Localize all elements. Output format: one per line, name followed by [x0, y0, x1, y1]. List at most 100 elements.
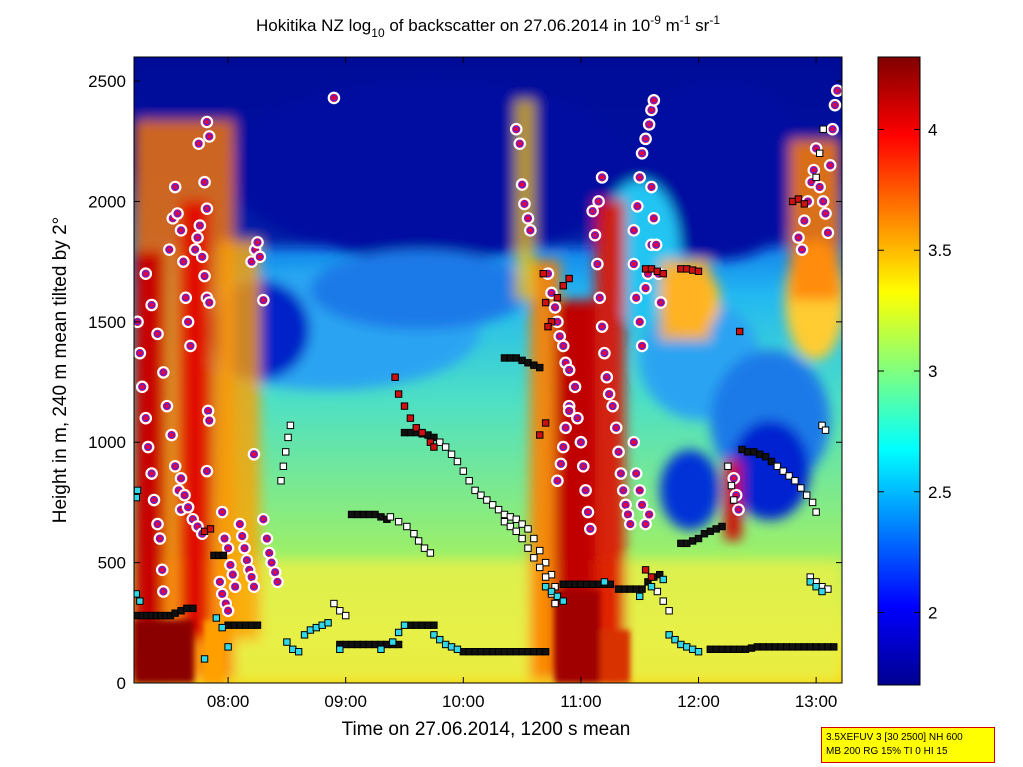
layer-point-circle [192, 137, 205, 150]
colorbar-gradient [877, 56, 921, 686]
layer-point-circle-core [191, 246, 199, 253]
layer-point-circle-core [642, 135, 649, 143]
layer-point-circle-core [254, 239, 261, 246]
layer-point-circle [247, 580, 261, 593]
layer-point-circle [627, 435, 641, 449]
layer-point-square [391, 373, 399, 381]
layer-point-square [386, 513, 395, 521]
layer-point-square [544, 322, 552, 331]
layer-point-circle-core [657, 299, 665, 306]
layer-point-circle-core [521, 200, 528, 208]
layer-point-circle [828, 98, 842, 112]
layer-point-circle-core [248, 258, 255, 265]
layer-point-circle [581, 505, 595, 519]
layer-point-circle-core [231, 583, 239, 590]
layer-point-square [483, 496, 491, 504]
layer-point-circle-core [150, 496, 158, 504]
layer-point-circle-core [730, 475, 738, 482]
layer-point-circle-core [144, 443, 152, 451]
layer-point-circle [584, 522, 597, 536]
layer-point-circle [157, 585, 170, 598]
layer-point-circle-core [154, 520, 161, 528]
layer-point-circle-core [274, 578, 281, 586]
layer-point-square [665, 607, 673, 615]
layer-point-square [218, 623, 226, 632]
layer-point-circle-core [182, 294, 190, 302]
layer-point-circle-core [204, 407, 212, 415]
layer-point-circle [200, 464, 214, 478]
layer-point-circle [548, 301, 562, 314]
layer-point-square [418, 428, 426, 437]
layer-point-circle [200, 115, 214, 129]
layer-point-circle [595, 320, 609, 333]
colorbar-tick-label: 3 [928, 362, 937, 381]
layer-point-circle [792, 231, 805, 244]
x-tick-label: 09:00 [324, 692, 367, 711]
layer-point-circle-core [591, 231, 599, 239]
layer-point-circle [627, 257, 641, 271]
layer-point-circle-core [559, 342, 567, 350]
x-tick-label: 11:00 [560, 692, 601, 711]
layer-point-circle-core [171, 463, 179, 470]
layer-point-circle-core [648, 106, 655, 114]
layer-point-circle-core [229, 571, 237, 578]
layer-point-circle [559, 421, 572, 435]
layer-point-square [559, 282, 567, 290]
layer-point-circle-core [136, 349, 144, 357]
layer-point-circle-core [571, 383, 579, 391]
layer-point-circle-core [263, 535, 271, 542]
layer-point-circle-core [642, 284, 649, 292]
layer-point-circle-core [205, 299, 213, 306]
y-axis-label: Height in m, 240 m mean tilted by 2° [50, 217, 71, 523]
layer-point-circle [823, 159, 837, 172]
colorbar: 2 2.5 3 3.5 4 [877, 56, 952, 686]
layer-point-circle-core [221, 535, 228, 542]
layer-point-circle [562, 363, 576, 377]
layer-point-circle [598, 346, 611, 360]
layer-point-circle [624, 517, 637, 531]
layer-point-circle [579, 484, 592, 497]
layer-point-square [414, 537, 423, 545]
layer-point-circle [647, 94, 661, 107]
layer-point-square [400, 621, 409, 629]
layer-point-circle-core [184, 318, 192, 326]
layer-point-circle [518, 197, 531, 211]
layer-point-circle-core [650, 215, 658, 222]
layer-point-circle [574, 435, 588, 449]
layer-point-square [219, 551, 228, 560]
layer-point-circle-core [627, 520, 634, 528]
layer-point-circle [202, 414, 216, 427]
layer-point-circle-core [601, 349, 608, 357]
layer-point-square [541, 582, 550, 591]
layer-point-square [441, 443, 450, 451]
layer-point-circle-core [829, 125, 836, 133]
layer-point-circle-core [808, 178, 815, 186]
layer-point-square [518, 520, 526, 528]
layer-point-square [536, 546, 544, 555]
layer-point-square [812, 582, 820, 591]
layer-point-circle [562, 404, 576, 418]
layer-point-square [286, 421, 295, 430]
y-axis: 0 500 1000 1500 2000 2500 [88, 72, 842, 693]
layer-point-circle [591, 257, 604, 271]
layer-point-circle-core [615, 448, 622, 456]
layer-point-circle-core [201, 272, 208, 280]
layer-point-circle-core [565, 366, 573, 374]
layer-point-circle-core [524, 215, 532, 222]
layer-point-circle-core [565, 407, 573, 415]
layer-point-circle-core [198, 253, 206, 261]
layer-point-circle [654, 296, 668, 309]
layer-point-circle [139, 411, 153, 425]
layer-point-circle-core [250, 583, 258, 590]
layer-point-circle-core [148, 301, 155, 309]
layer-point-circle-core [516, 140, 524, 147]
layer-point-circle-core [824, 229, 832, 237]
layer-point-circle-core [138, 383, 146, 391]
layer-point-circle-core [816, 183, 823, 191]
layer-point-square [536, 431, 544, 439]
layer-point-square [653, 587, 662, 596]
layer-point-circle [521, 212, 535, 225]
layer-point-circle [179, 291, 193, 305]
layer-point-circle [556, 339, 570, 353]
layer-point-square [134, 493, 141, 502]
